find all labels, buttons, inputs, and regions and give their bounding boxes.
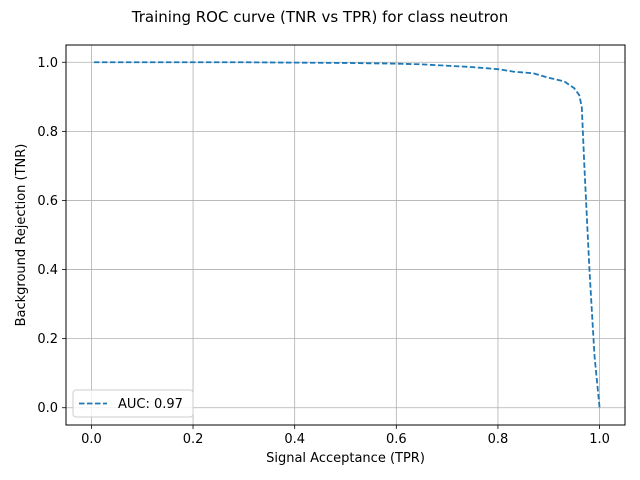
axes-frame [65,44,626,426]
plot-area [93,61,601,408]
legend-series-label: AUC: 0.97 [118,397,183,412]
y-tick-label: 0.4 [37,263,58,278]
x-tick-label: 1.0 [589,432,610,447]
y-tick-label: 0.6 [37,194,58,209]
x-axis-label: Signal Acceptance (TPR) [266,451,425,466]
y-tick-label: 1.0 [37,56,58,71]
y-axis-label: Background Rejection (TNR) [14,144,29,327]
legend: AUC: 0.97 [72,389,194,418]
chart-title: Training ROC curve (TNR vs TPR) for clas… [131,8,508,26]
roc-series-line [93,61,601,408]
x-tick-label: 0.2 [183,432,204,447]
y-axis-ticks: 0.0 0.2 0.4 0.6 0.8 1.0 [37,56,66,416]
y-tick-label: 0.2 [37,332,58,347]
legend-box [72,389,194,418]
y-tick-label: 0.0 [37,401,58,416]
x-axis-ticks: 0.0 0.2 0.4 0.6 0.8 1.0 [81,425,610,447]
y-tick-label: 0.8 [37,125,58,140]
x-tick-label: 0.0 [81,432,102,447]
x-tick-label: 0.8 [488,432,509,447]
x-tick-label: 0.6 [386,432,407,447]
x-tick-label: 0.4 [284,432,305,447]
grid-lines [66,45,625,425]
